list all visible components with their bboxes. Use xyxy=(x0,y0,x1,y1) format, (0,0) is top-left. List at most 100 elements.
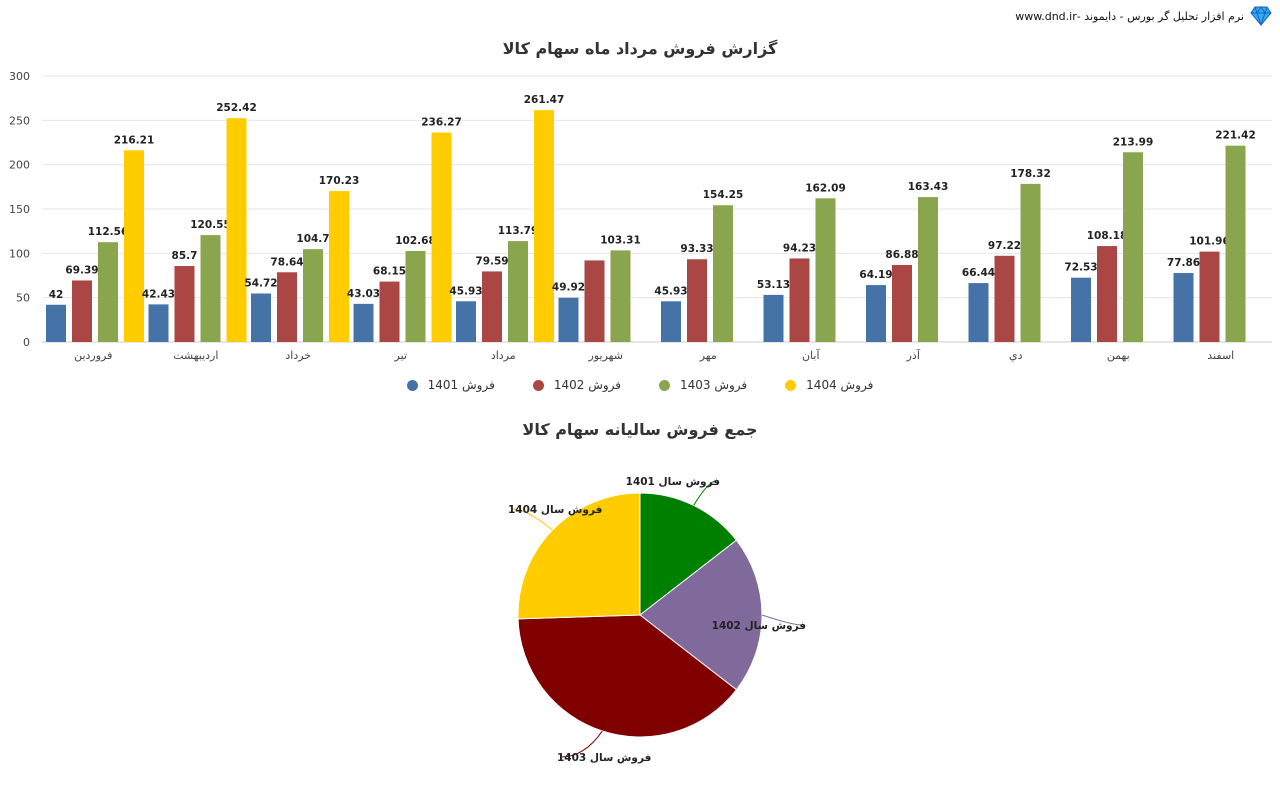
data-label: 103.31 xyxy=(600,234,641,246)
y-tick-label: 100 xyxy=(9,247,30,260)
x-tick-label: آبان xyxy=(802,348,820,362)
legend-marker xyxy=(785,379,797,391)
data-label: 101.96 xyxy=(1189,236,1230,248)
bar xyxy=(1123,152,1143,342)
legend-marker xyxy=(406,379,418,391)
data-label: 66.44 xyxy=(962,267,995,279)
pie-label: فروش سال 1404 xyxy=(508,504,602,516)
data-label: 154.25 xyxy=(703,189,744,201)
y-tick-label: 300 xyxy=(9,70,30,83)
x-tick-label: شهریور xyxy=(588,349,623,362)
bar xyxy=(148,304,169,342)
pie-label: فروش سال 1403 xyxy=(557,752,651,764)
bar xyxy=(687,259,707,342)
bar xyxy=(456,301,476,342)
bar xyxy=(763,294,784,342)
bar xyxy=(508,241,528,342)
data-label: 213.99 xyxy=(1113,136,1154,148)
y-tick-label: 0 xyxy=(23,336,30,349)
bar xyxy=(226,118,247,343)
bar xyxy=(892,264,912,342)
bar xyxy=(174,266,195,342)
bar xyxy=(200,235,221,342)
data-label: 97.22 xyxy=(988,240,1021,252)
data-label: 79.59 xyxy=(475,255,508,267)
bar xyxy=(46,304,66,342)
data-label: 54.72 xyxy=(244,277,277,289)
x-tick-label: مرداد xyxy=(491,349,516,362)
data-label: 163.43 xyxy=(908,181,949,193)
x-tick-label: دي xyxy=(1009,349,1023,362)
data-label: 93.33 xyxy=(680,243,713,255)
bar xyxy=(1097,246,1117,342)
legend-label: فروش 1404 xyxy=(806,378,874,392)
bar xyxy=(994,255,1015,342)
data-label: 252.42 xyxy=(216,102,257,114)
bar-chart-title: گزارش فروش مرداد ماه سهام کالا xyxy=(502,39,778,58)
data-label: 42 xyxy=(49,289,64,301)
bar xyxy=(610,250,631,342)
data-label: 43.03 xyxy=(347,288,380,300)
pie-label: فروش سال 1401 xyxy=(626,476,720,488)
y-tick-label: 150 xyxy=(9,203,30,216)
legend-item[interactable]: فروش 1404 xyxy=(785,378,873,392)
legend-marker xyxy=(532,379,544,391)
data-label: 112.56 xyxy=(88,226,129,238)
legend-item[interactable]: فروش 1402 xyxy=(532,378,621,392)
data-label: 77.86 xyxy=(1167,257,1200,269)
legend-item[interactable]: فروش 1403 xyxy=(659,378,747,392)
data-label: 42.43 xyxy=(142,288,175,300)
bar xyxy=(353,303,374,342)
data-label: 45.93 xyxy=(654,285,687,297)
data-label: 221.42 xyxy=(1215,130,1256,142)
legend-item[interactable]: فروش 1401 xyxy=(406,378,495,392)
pie-connector xyxy=(560,730,603,758)
y-tick-label: 250 xyxy=(9,114,30,127)
bar xyxy=(482,271,502,342)
bar xyxy=(558,297,579,342)
data-label: 102.68 xyxy=(395,235,436,247)
bar xyxy=(329,191,349,342)
bar-chart: 0 50 100 150 200 250 300 42 69.39 112.56 216.21 فرو… xyxy=(9,70,1272,362)
y-tick-label: 50 xyxy=(16,292,30,305)
bar xyxy=(1199,251,1220,342)
data-label: 85.7 xyxy=(172,250,198,262)
bar xyxy=(918,197,938,342)
data-label: 216.21 xyxy=(114,134,155,146)
bar xyxy=(124,150,144,342)
bar xyxy=(431,132,452,342)
pie-slice xyxy=(517,492,641,620)
bar xyxy=(968,283,989,342)
legend-label: فروش 1401 xyxy=(427,378,495,392)
bar xyxy=(815,198,836,342)
brand-header: نرم افزار تحلیل گر بورس - دایموند -www.d… xyxy=(1015,6,1272,26)
brand-text: نرم افزار تحلیل گر بورس - دایموند -www.d… xyxy=(1015,9,1244,23)
data-label: 68.15 xyxy=(373,266,406,278)
data-label: 113.79 xyxy=(498,225,539,237)
data-label: 72.53 xyxy=(1064,262,1097,274)
data-label: 94.23 xyxy=(783,242,816,254)
pie-slice xyxy=(639,492,738,617)
data-label: 261.47 xyxy=(524,94,565,106)
bar xyxy=(72,280,92,342)
data-label: 104.7 xyxy=(296,233,329,245)
bar xyxy=(1020,183,1041,342)
data-label: 178.32 xyxy=(1010,168,1051,180)
bar xyxy=(277,272,297,342)
pie-connector xyxy=(693,480,717,506)
data-label: 170.23 xyxy=(319,175,360,187)
data-label: 120.55 xyxy=(190,219,231,231)
pie-slice xyxy=(639,539,763,691)
bar xyxy=(789,258,810,342)
x-tick-label: بهمن xyxy=(1107,349,1130,362)
bar xyxy=(661,301,681,342)
bar xyxy=(1225,145,1246,342)
bar xyxy=(1173,272,1194,342)
data-label: 236.27 xyxy=(421,117,462,129)
legend-label: فروش 1402 xyxy=(553,378,621,392)
y-tick-label: 200 xyxy=(9,159,30,172)
x-tick-label: خرداد xyxy=(285,349,311,362)
x-tick-label: مهر xyxy=(699,349,717,362)
bar xyxy=(866,285,886,342)
bar xyxy=(379,281,400,342)
